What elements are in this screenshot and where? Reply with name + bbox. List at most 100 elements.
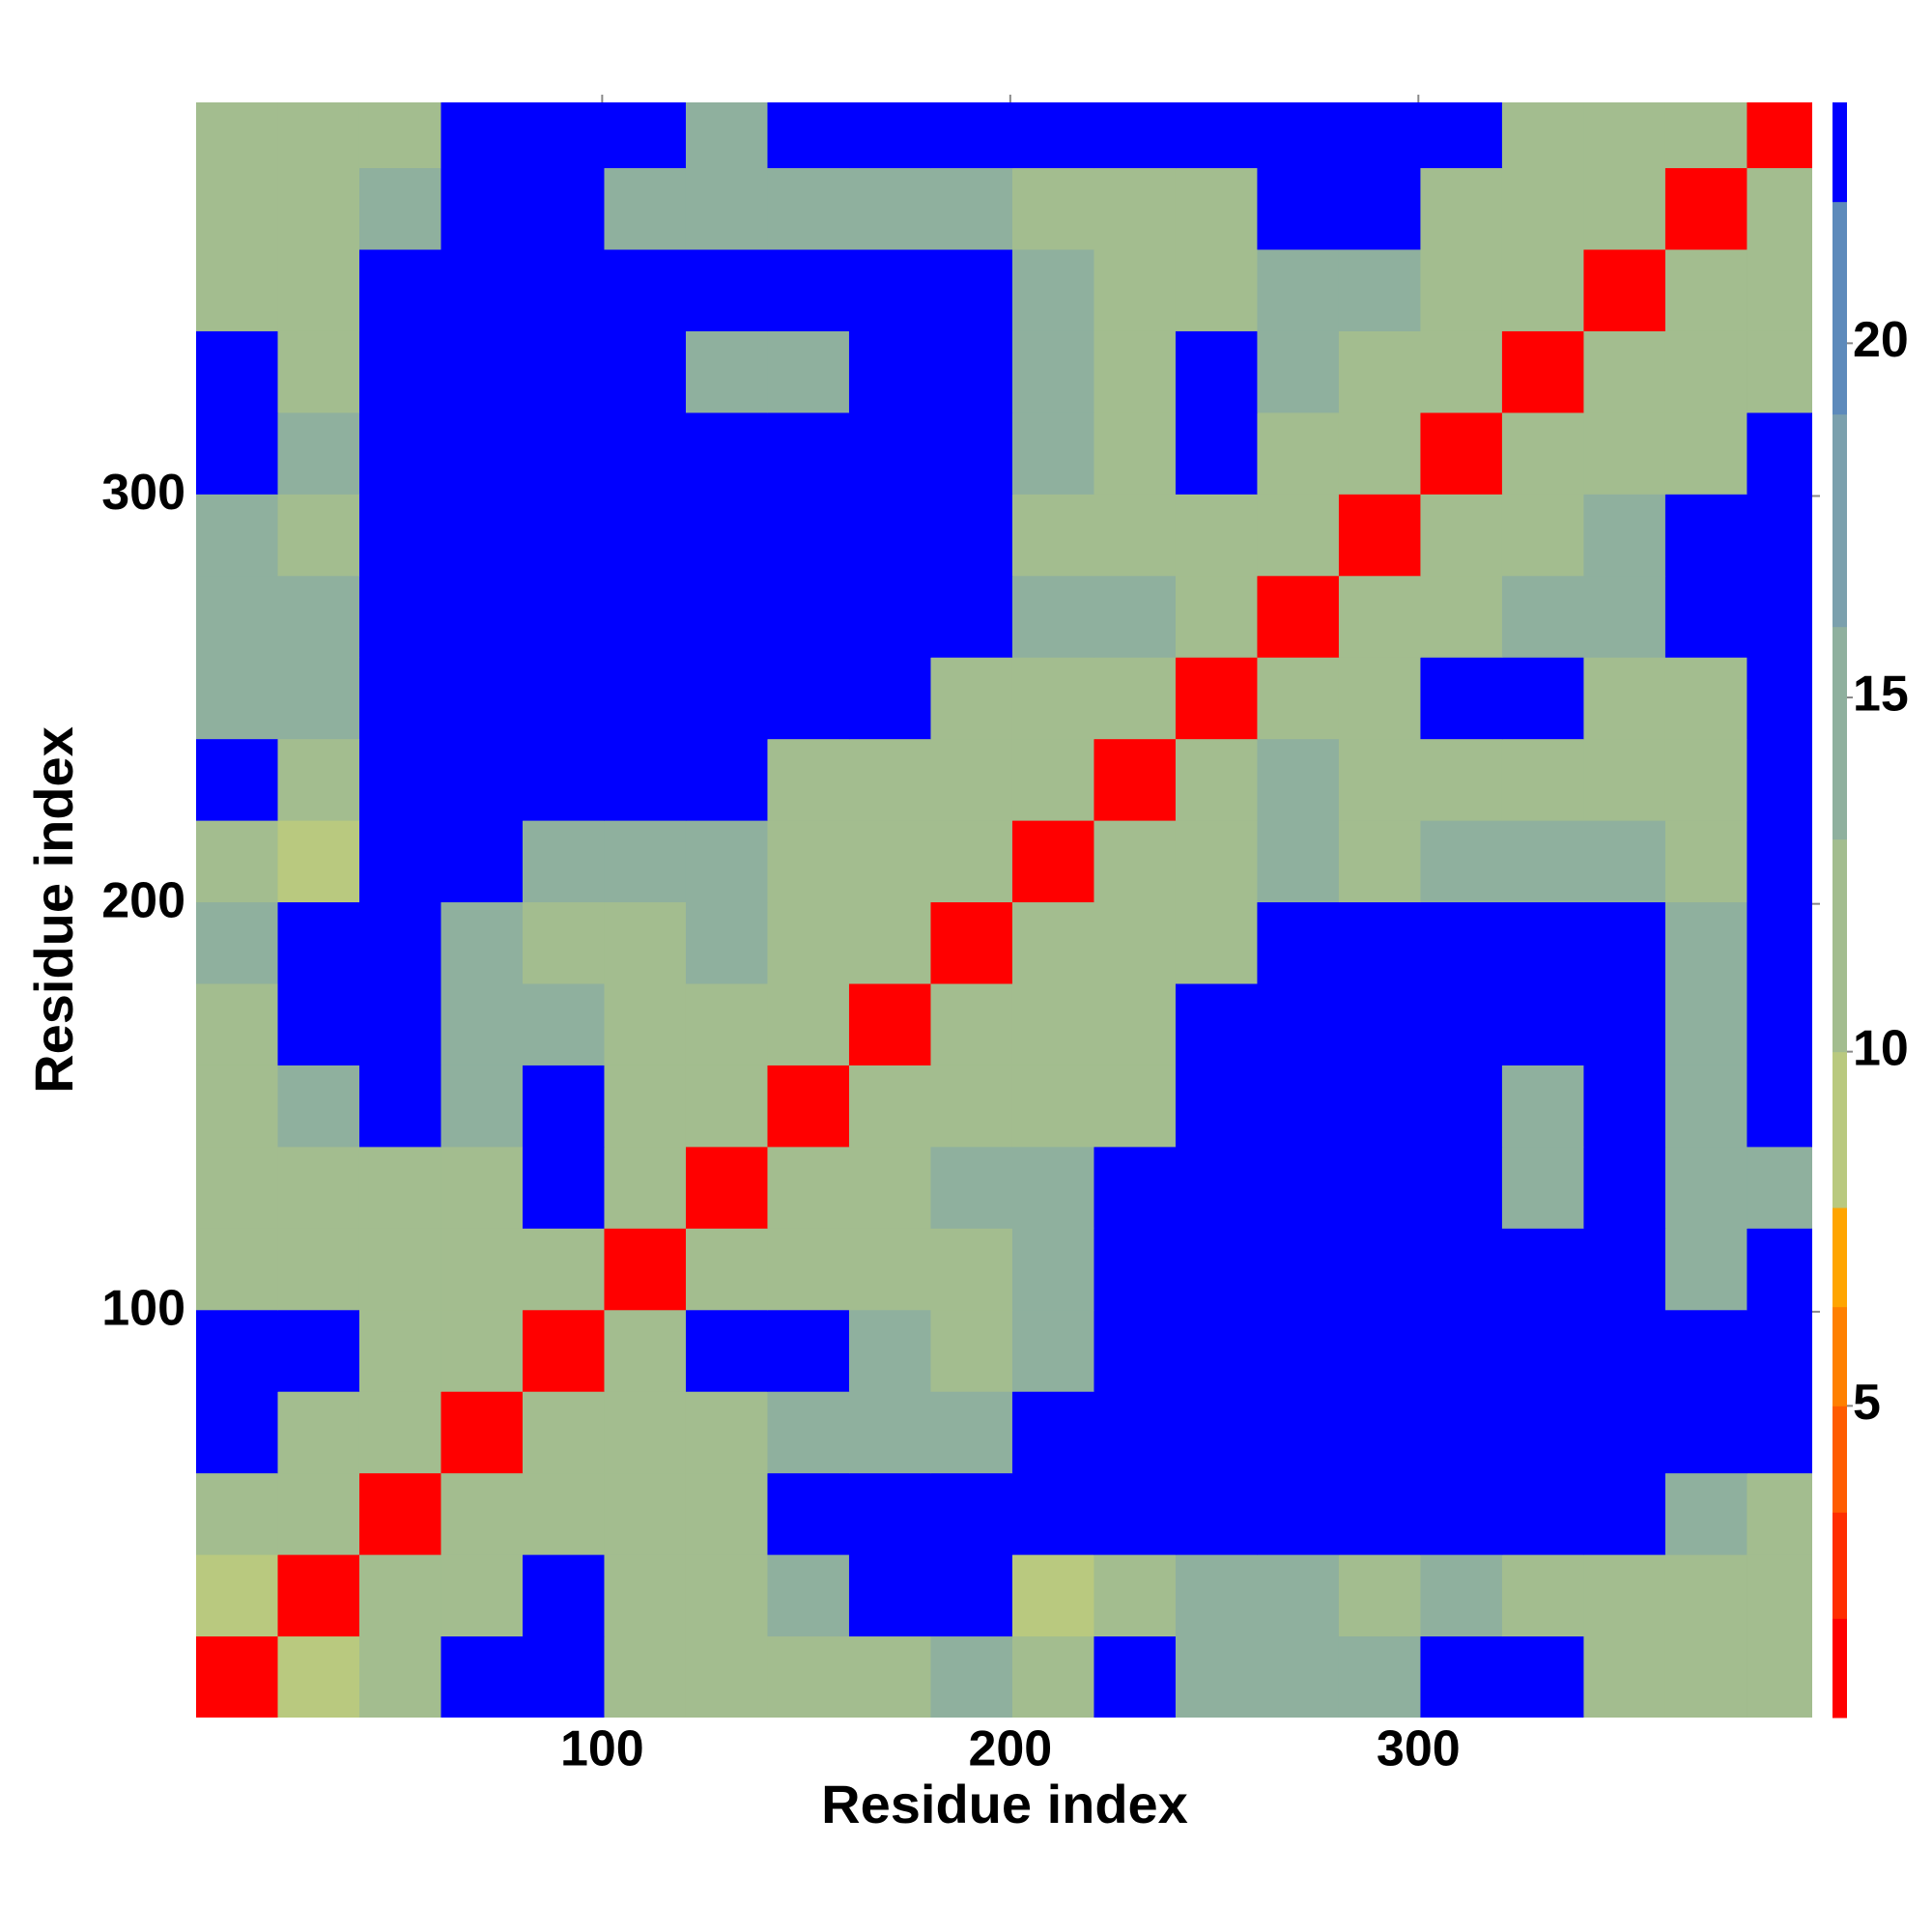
- heatmap-cell: [1501, 820, 1584, 903]
- heatmap-cell: [685, 330, 768, 413]
- heatmap-cell: [1257, 983, 1340, 1065]
- heatmap-cell: [1501, 575, 1584, 658]
- heatmap-cell: [848, 102, 931, 169]
- heatmap-cell: [1094, 657, 1177, 740]
- heatmap-cell: [1011, 820, 1094, 903]
- heatmap-cell: [277, 167, 360, 250]
- heatmap-cell: [1664, 1472, 1747, 1555]
- heatmap-cell: [1094, 1635, 1177, 1718]
- heatmap-cell: [930, 330, 1013, 413]
- heatmap-cell: [196, 1146, 278, 1229]
- heatmap-cell: [1175, 167, 1258, 250]
- heatmap-cell: [930, 412, 1013, 495]
- heatmap-cell: [604, 412, 687, 495]
- heatmap-cell: [1501, 494, 1584, 577]
- heatmap-cell: [1094, 575, 1177, 658]
- heatmap-cell: [1094, 1065, 1177, 1148]
- heatmap-cell: [1338, 901, 1421, 984]
- heatmap-cell: [277, 1472, 360, 1555]
- heatmap-cell: [1094, 901, 1177, 984]
- heatmap-cell: [196, 1228, 278, 1311]
- heatmap-cell: [1420, 1065, 1503, 1148]
- heatmap-cell: [1420, 167, 1503, 250]
- heatmap-cell: [358, 820, 441, 903]
- heatmap-cell: [1664, 1065, 1747, 1148]
- heatmap-cell: [1094, 1472, 1177, 1555]
- heatmap-cell: [848, 1228, 931, 1311]
- heatmap-cell: [1420, 1146, 1503, 1229]
- heatmap-cell: [522, 167, 605, 250]
- heatmap-cell: [1011, 1228, 1094, 1311]
- heatmap-cell: [604, 820, 687, 903]
- heatmap-cell: [277, 983, 360, 1065]
- heatmap-cell: [358, 657, 441, 740]
- heatmap-cell: [767, 1309, 850, 1392]
- heatmap-cell: [1747, 102, 1812, 169]
- heatmap-cell: [1420, 1635, 1503, 1718]
- colorbar-segment: [1833, 201, 1847, 415]
- heatmap-cell: [1338, 1472, 1421, 1555]
- heatmap-cell: [1094, 983, 1177, 1065]
- heatmap-cell: [1094, 738, 1177, 821]
- heatmap-cell: [604, 330, 687, 413]
- heatmap-cell: [848, 1554, 931, 1637]
- heatmap-cell: [358, 575, 441, 658]
- heatmap-cell: [767, 657, 850, 740]
- heatmap-cell: [685, 1228, 768, 1311]
- heatmap-cell: [1583, 901, 1666, 984]
- heatmap-cell: [1747, 1554, 1812, 1637]
- heatmap-cell: [848, 1309, 931, 1392]
- heatmap-cell: [848, 575, 931, 658]
- heatmap-cell: [358, 1065, 441, 1148]
- heatmap-cell: [440, 1228, 524, 1311]
- heatmap-cell: [767, 1554, 850, 1637]
- heatmap-cell: [1583, 1228, 1666, 1311]
- heatmap-cell: [1175, 102, 1258, 169]
- heatmap-cell: [604, 1309, 687, 1392]
- heatmap-cell: [604, 1472, 687, 1555]
- heatmap-cell: [930, 1065, 1013, 1148]
- heatmap-cell: [1175, 1391, 1258, 1474]
- heatmap-cell: [1175, 330, 1258, 413]
- heatmap-cell: [1501, 1472, 1584, 1555]
- heatmap-cell: [1664, 983, 1747, 1065]
- heatmap-cell: [1094, 820, 1177, 903]
- heatmap-cell: [1583, 494, 1666, 577]
- heatmap-cell: [1583, 249, 1666, 331]
- heatmap-cell: [685, 657, 768, 740]
- heatmap-cell: [1257, 249, 1340, 331]
- y-tick-label: 200: [101, 872, 185, 928]
- heatmap-cell: [358, 1228, 441, 1311]
- heatmap-cell: [358, 1554, 441, 1637]
- heatmap: [196, 102, 1812, 1718]
- heatmap-cell: [1420, 412, 1503, 495]
- x-tick-label: 300: [1377, 1721, 1461, 1777]
- heatmap-cell: [767, 494, 850, 577]
- heatmap-cell: [685, 412, 768, 495]
- heatmap-cell: [1747, 1065, 1812, 1148]
- heatmap-cell: [440, 1146, 524, 1229]
- heatmap-cell: [1583, 1554, 1666, 1637]
- heatmap-cell: [1257, 1228, 1340, 1311]
- heatmap-cell: [277, 1309, 360, 1392]
- heatmap-cell: [930, 1635, 1013, 1718]
- heatmap-cell: [1747, 1228, 1812, 1311]
- heatmap-cell: [522, 738, 605, 821]
- heatmap-cell: [1664, 249, 1747, 331]
- heatmap-cell: [1175, 1554, 1258, 1637]
- heatmap-cell: [1094, 412, 1177, 495]
- heatmap-cell: [1747, 167, 1812, 250]
- heatmap-cell: [1338, 1065, 1421, 1148]
- heatmap-cell: [1338, 412, 1421, 495]
- x-tick-label: 200: [968, 1721, 1052, 1777]
- heatmap-cell: [358, 494, 441, 577]
- heatmap-cell: [1420, 1228, 1503, 1311]
- heatmap-cell: [1011, 983, 1094, 1065]
- heatmap-cell: [1747, 738, 1812, 821]
- heatmap-cell: [522, 494, 605, 577]
- heatmap-cell: [1011, 657, 1094, 740]
- heatmap-cell: [604, 1391, 687, 1474]
- heatmap-cell: [848, 1065, 931, 1148]
- heatmap-cell: [604, 1146, 687, 1229]
